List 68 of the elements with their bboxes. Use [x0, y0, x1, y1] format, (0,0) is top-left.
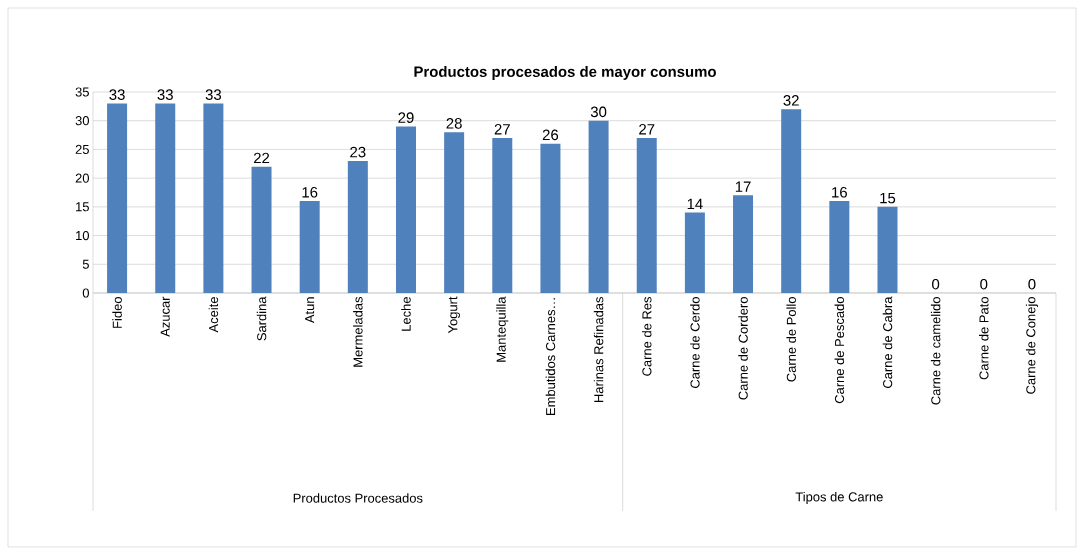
y-tick-label: 10	[76, 230, 89, 241]
text: Tipos de Carne	[795, 491, 883, 505]
data-label: 15	[880, 192, 896, 204]
data-label: 28	[446, 118, 462, 129]
bar	[588, 120, 609, 293]
x-tick-label: Carne de Cerdo	[690, 297, 700, 388]
data-label: 33	[157, 89, 173, 100]
x-tick-label: Carne de Pato	[979, 297, 989, 380]
data-label: 14	[687, 198, 703, 210]
text: Productos Procesados	[293, 493, 423, 503]
bar	[155, 103, 176, 293]
y-tick-label: 20	[75, 173, 89, 183]
y-tick-label: 0	[82, 288, 89, 298]
bar	[347, 160, 368, 293]
x-tick-label: Azucar	[160, 296, 170, 337]
data-label: 23	[350, 146, 366, 158]
x-tick-label: Carne de Res	[641, 296, 652, 376]
x-tick-label: Carne de Pollo	[786, 297, 796, 382]
data-label: 27	[494, 123, 510, 135]
data-label: 32	[783, 95, 799, 106]
bar	[636, 137, 657, 293]
x-tick-label: Mermeladas	[353, 296, 363, 367]
bar	[733, 195, 754, 293]
y-tick-label: 15	[76, 202, 89, 212]
x-tick-label: Yogurt	[448, 296, 460, 334]
data-label: 33	[109, 89, 125, 100]
x-tick-label: Carne de Cabra	[882, 296, 893, 388]
x-tick-label: Carne de Cordero	[738, 297, 748, 400]
data-label: 16	[832, 187, 847, 198]
x-tick-label: Carne de camelido	[930, 297, 941, 405]
x-tick-label: Embutidos Carnes…	[545, 298, 556, 415]
x-tick-label: Carne de Conejo	[1025, 297, 1038, 394]
x-tick-label: Leche	[401, 297, 411, 331]
bar	[829, 201, 850, 293]
data-label: 17	[735, 181, 751, 192]
y-tick-label: 5	[82, 259, 89, 269]
data-label: 22	[253, 152, 270, 164]
data-label: 33	[205, 89, 222, 100]
data-label: 0	[932, 278, 940, 290]
chart-title: Productos procesados de mayor consumo	[414, 66, 716, 80]
data-label: 26	[542, 129, 559, 141]
x-tick-label: Aceite	[208, 297, 219, 333]
data-label: 27	[639, 123, 655, 135]
bar	[251, 166, 272, 293]
y-tick-label: 35	[75, 87, 89, 97]
bar	[299, 201, 320, 293]
data-label: 30	[590, 106, 607, 118]
bar	[107, 103, 128, 293]
x-tick-label: Sardina	[256, 296, 267, 341]
bar	[492, 137, 513, 293]
x-tick-label: Harinas Refinadas	[593, 297, 604, 402]
x-tick-label: Mantequilla	[496, 296, 509, 362]
bar	[877, 206, 898, 293]
y-tick-label: 25	[75, 144, 89, 154]
bar	[781, 109, 802, 293]
x-tick-label: Atun	[305, 297, 315, 324]
data-label: 29	[398, 112, 414, 123]
x-tick-label: Carne de Pescado	[834, 297, 845, 404]
bar	[444, 132, 465, 293]
data-label: 0	[1028, 278, 1036, 290]
bar	[395, 126, 416, 293]
x-tick-label: Fideo	[112, 297, 122, 328]
data-label: 16	[302, 187, 318, 198]
bar	[684, 212, 705, 293]
bar	[540, 143, 561, 293]
bar	[203, 103, 224, 293]
data-label: 0	[980, 278, 988, 290]
y-tick-label: 30	[75, 116, 89, 126]
